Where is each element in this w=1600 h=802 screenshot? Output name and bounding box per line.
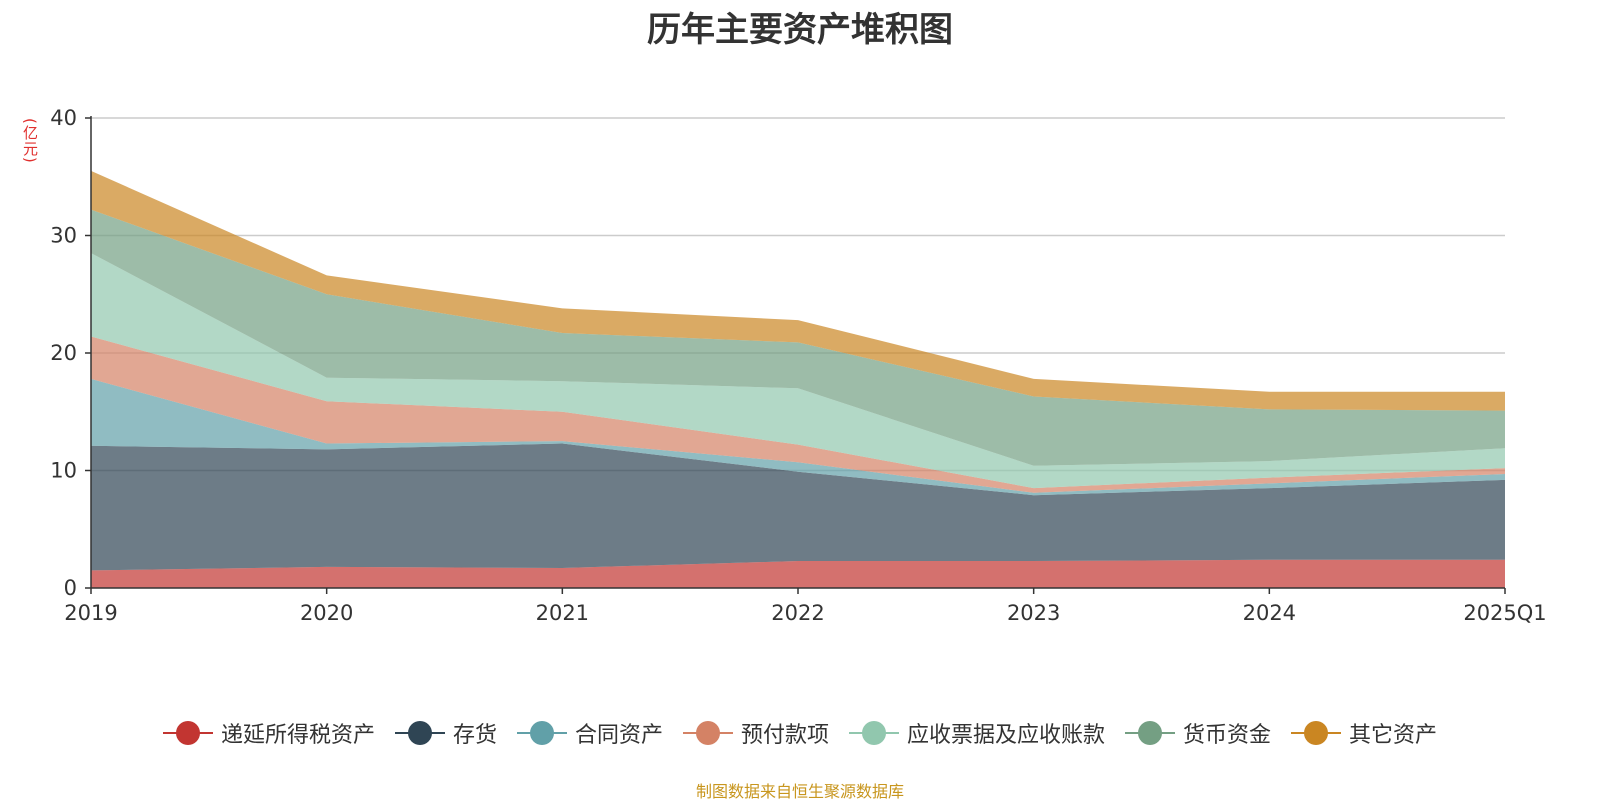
legend-marker-icon [849,718,899,748]
legend-dot [862,721,886,745]
legend-label: 预付款项 [740,723,829,748]
x-tick-label: 2022 [771,601,824,625]
legend-marker-icon [682,718,733,748]
y-tick-label: 0 [64,576,77,600]
y-axis-label: (亿元) [21,118,39,164]
legend-label: 应收票据及应收账款 [907,723,1106,748]
legend-item[interactable]: 存货 [394,717,497,749]
x-tick-label: 2023 [1007,601,1060,625]
legend-item[interactable]: 其它资产 [1291,717,1437,749]
legend-item[interactable]: 合同资产 [516,717,663,749]
legend-dot [407,721,432,745]
legend-label: 货币资金 [1183,723,1272,748]
x-tick-label: 2021 [536,601,589,625]
series-area [91,170,1505,411]
axis-layer: 0 10 20 30 40 2019 2020 2021 2022 2023 2024 2025Q1 [50,106,1546,625]
legend-marker-icon [394,718,445,748]
legend-marker-icon [516,718,567,748]
legend-label: 其它资产 [1349,723,1438,748]
legend-dot [1304,721,1329,745]
series-area [91,378,1505,496]
legend-item[interactable]: 递延所得税资产 [162,717,375,749]
series-area [91,559,1505,588]
x-tick-label: 2019 [64,601,117,625]
source-note: 制图数据来自恒生聚源数据库 [695,782,904,801]
y-tick-label: 40 [50,106,77,130]
area-layer [91,170,1505,588]
legend-dot [529,721,554,745]
series-area [91,253,1505,489]
legend-label: 存货 [452,723,497,748]
legend-dot [175,721,200,745]
legend-label: 合同资产 [574,723,663,748]
x-tick-label: 2024 [1243,601,1296,625]
series-area [91,336,1505,493]
legend-item[interactable]: 应收票据及应收账款 [849,717,1105,749]
legend-dot [1138,721,1163,745]
y-tick-label: 20 [50,341,77,365]
legend-marker-icon [1291,718,1342,748]
chart-title: 历年主要资产堆积图 [647,10,953,50]
series-area [91,443,1505,571]
legend: 递延所得税资产 存货 合同资产 预付款项 应收票据及应收账款 货币资金 其它资产 [0,716,1600,750]
x-tick-label: 2020 [300,601,353,625]
legend-item[interactable]: 预付款项 [682,717,829,749]
series-area [91,209,1505,466]
y-tick-label: 30 [50,224,77,248]
legend-item[interactable]: 货币资金 [1125,717,1271,749]
x-tick-label: 2025Q1 [1463,601,1546,625]
legend-label: 递延所得税资产 [220,723,375,748]
stacked-area-chart: 0 10 20 30 40 2019 2020 2021 2022 2023 2024 2025Q1 [50,106,1546,625]
legend-marker-icon [1125,718,1176,748]
y-tick-label: 10 [50,459,77,483]
legend-marker-icon [162,718,213,748]
legend-dot [695,721,720,745]
